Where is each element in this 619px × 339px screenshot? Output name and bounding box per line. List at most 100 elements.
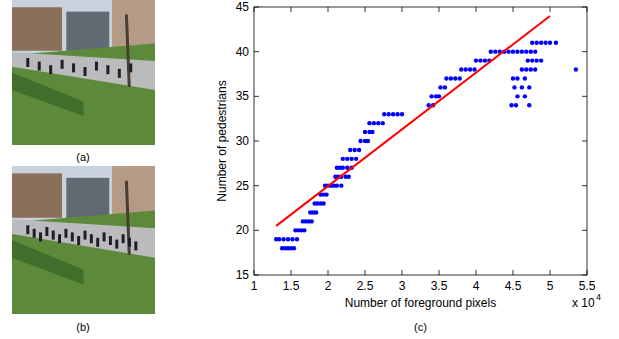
point — [357, 148, 361, 152]
tick — [582, 230, 587, 231]
point — [463, 67, 467, 71]
tick — [254, 230, 259, 231]
plot-area — [254, 7, 587, 275]
photo-person — [39, 232, 42, 241]
point — [367, 121, 371, 125]
photo-building — [12, 7, 62, 51]
point — [341, 157, 345, 161]
photo-tree — [126, 15, 129, 88]
photo-person — [58, 234, 61, 243]
photo-person — [49, 65, 52, 74]
point — [352, 148, 356, 152]
photo-person — [128, 238, 131, 247]
point — [524, 49, 528, 53]
photo-person — [84, 67, 87, 76]
photo-person — [103, 232, 106, 241]
tick — [291, 7, 292, 12]
marks — [274, 16, 578, 250]
point — [515, 49, 519, 53]
point — [520, 85, 524, 89]
point — [534, 58, 538, 62]
axis-multiplier: x 10 — [572, 296, 595, 310]
plot-frame — [254, 7, 587, 275]
point — [449, 76, 453, 80]
photo-person — [61, 60, 64, 69]
tick-label: 35 — [236, 89, 250, 103]
point — [534, 41, 538, 45]
point — [349, 157, 353, 161]
point — [341, 166, 345, 170]
point — [429, 94, 433, 98]
tick-label: 25 — [236, 179, 250, 193]
panel-label: (a) — [76, 151, 89, 163]
point — [443, 85, 447, 89]
photo-person — [26, 225, 29, 234]
photo-person — [90, 234, 93, 243]
point — [358, 139, 362, 143]
point — [523, 76, 527, 80]
point — [347, 175, 351, 179]
point — [514, 103, 518, 107]
photo-building — [12, 173, 62, 217]
point — [527, 85, 531, 89]
point — [529, 49, 533, 53]
point — [511, 76, 515, 80]
point — [321, 201, 325, 205]
tick — [291, 270, 292, 275]
point — [345, 157, 349, 161]
point — [520, 49, 524, 53]
photo-person — [115, 240, 118, 249]
point — [574, 67, 578, 71]
tick-label: 1.5 — [283, 279, 300, 293]
point — [533, 67, 537, 71]
point — [493, 49, 497, 53]
tick — [582, 141, 587, 142]
point — [310, 219, 314, 223]
photo-person — [106, 65, 109, 74]
point — [348, 148, 352, 152]
tick — [439, 270, 440, 275]
point — [386, 112, 390, 116]
photo-person — [84, 231, 87, 240]
photo-person — [129, 63, 132, 72]
point — [530, 41, 534, 45]
photo-building — [66, 12, 109, 53]
point — [512, 85, 516, 89]
photo-person — [71, 232, 74, 241]
point — [400, 112, 404, 116]
point — [376, 121, 380, 125]
point — [539, 41, 543, 45]
tick-label: 3 — [399, 279, 406, 293]
photo-person — [95, 62, 98, 71]
point — [533, 49, 537, 53]
tick-label: 15 — [236, 268, 250, 282]
point — [548, 41, 552, 45]
photo — [12, 166, 155, 314]
tick-label: 5.5 — [579, 279, 596, 293]
tick-label: 30 — [236, 134, 250, 148]
photo-person — [38, 62, 41, 71]
point — [478, 58, 482, 62]
tick — [328, 7, 329, 12]
tick-label: 5 — [547, 279, 554, 293]
tick — [328, 270, 329, 275]
tick-label: 45 — [236, 0, 250, 14]
point — [391, 112, 395, 116]
point — [277, 237, 281, 241]
tick-label: 4 — [473, 279, 480, 293]
tick — [550, 270, 551, 275]
point — [370, 130, 374, 134]
panel-label: (c) — [414, 321, 427, 333]
point — [527, 103, 531, 107]
point — [523, 94, 527, 98]
point — [324, 192, 328, 196]
photo-person — [122, 234, 125, 243]
tick — [513, 7, 514, 12]
tick-label: 40 — [236, 45, 250, 59]
tick — [254, 51, 259, 52]
point — [363, 130, 367, 134]
tick — [476, 7, 477, 12]
photo-grass — [12, 73, 84, 117]
point — [458, 76, 462, 80]
photo-person — [33, 229, 36, 238]
